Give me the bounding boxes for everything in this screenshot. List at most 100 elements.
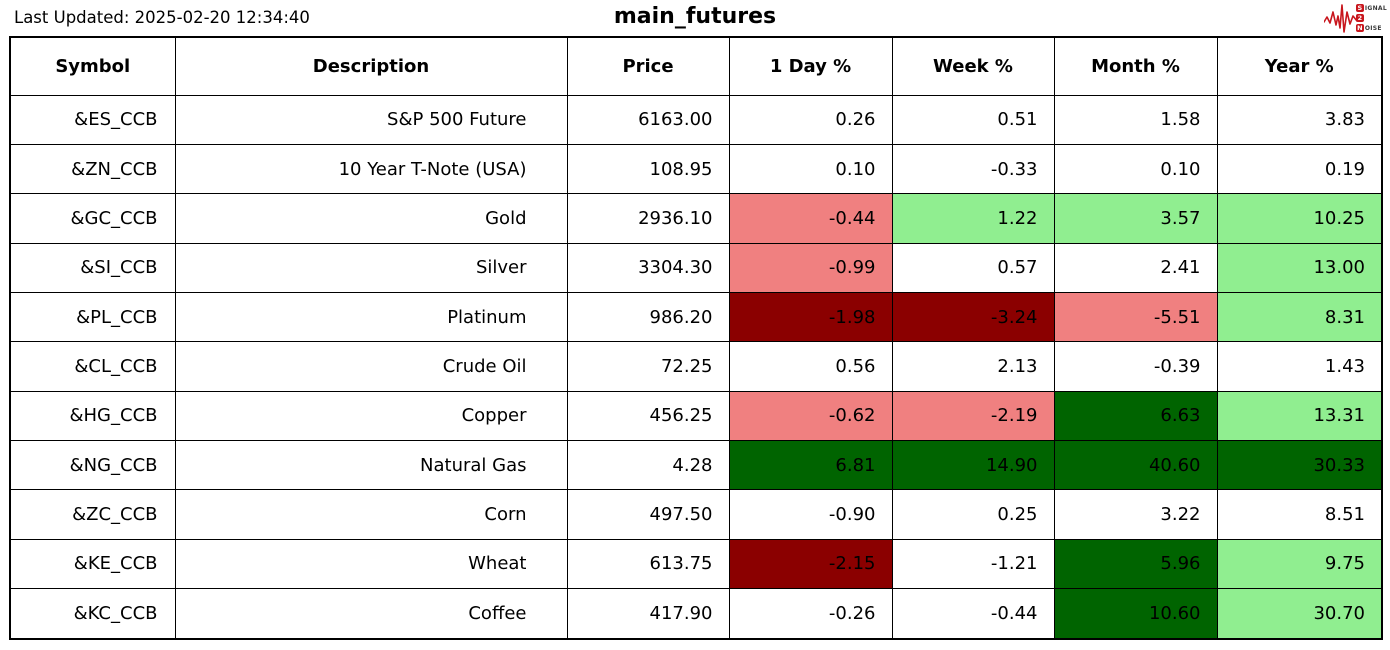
- description-cell: Copper: [174, 390, 568, 441]
- month-change-cell: 2.41: [1053, 242, 1218, 293]
- month-change-cell: 6.63: [1053, 390, 1218, 441]
- symbol-cell: &GC_CCB: [9, 193, 176, 244]
- year-change-cell: 30.70: [1216, 587, 1383, 640]
- description-cell: S&P 500 Future: [174, 94, 568, 145]
- description-cell: Corn: [174, 489, 568, 540]
- week-change-cell: 0.25: [891, 489, 1055, 540]
- week-change-cell: -0.33: [891, 143, 1055, 195]
- month-change-cell: 40.60: [1053, 439, 1218, 491]
- description-cell: 10 Year T-Note (USA): [174, 143, 568, 195]
- logo-rest-ignal: IGNAL: [1364, 4, 1387, 12]
- symbol-cell: &NG_CCB: [9, 439, 176, 491]
- table-row: &ZC_CCB Corn 497.50 -0.90 0.25 3.22 8.51: [9, 489, 1383, 540]
- day-change-cell: 0.56: [728, 341, 893, 392]
- price-cell: 2936.10: [566, 193, 730, 244]
- year-change-cell: 0.19: [1216, 143, 1383, 195]
- day-change-cell: -0.26: [728, 587, 893, 640]
- year-change-cell: 30.33: [1216, 439, 1383, 491]
- day-change-cell: -2.15: [728, 538, 893, 589]
- logo-badge-2: 2: [1355, 14, 1364, 22]
- description-cell: Gold: [174, 193, 568, 244]
- symbol-cell: &HG_CCB: [9, 390, 176, 441]
- month-change-cell: 3.57: [1053, 193, 1218, 244]
- price-cell: 4.28: [566, 439, 730, 491]
- waveform-icon: [1323, 4, 1358, 33]
- table-header: Symbol Description Price 1 Day % Week % …: [9, 36, 1383, 96]
- header-row: Symbol Description Price 1 Day % Week % …: [9, 36, 1383, 96]
- price-cell: 108.95: [566, 143, 730, 195]
- column-header-1day: 1 Day %: [728, 36, 893, 96]
- year-change-cell: 13.00: [1216, 242, 1383, 293]
- day-change-cell: -0.62: [728, 390, 893, 441]
- table-row: &ZN_CCB 10 Year T-Note (USA) 108.95 0.10…: [9, 143, 1383, 195]
- year-change-cell: 13.31: [1216, 390, 1383, 441]
- last-updated-label: Last Updated: 2025-02-20 12:34:40: [14, 8, 310, 27]
- table-row: &PL_CCB Platinum 986.20 -1.98 -3.24 -5.5…: [9, 291, 1383, 343]
- month-change-cell: -5.51: [1053, 291, 1218, 343]
- futures-table: Symbol Description Price 1 Day % Week % …: [9, 36, 1383, 640]
- symbol-cell: &ZC_CCB: [9, 489, 176, 540]
- logo-rest-oise: OISE: [1364, 24, 1382, 32]
- column-header-year: Year %: [1216, 36, 1383, 96]
- week-change-cell: -1.21: [891, 538, 1055, 589]
- logo-line-noise: N OISE: [1355, 24, 1387, 33]
- day-change-cell: -1.98: [728, 291, 893, 343]
- week-change-cell: 0.57: [891, 242, 1055, 293]
- day-change-cell: -0.90: [728, 489, 893, 540]
- symbol-cell: &ES_CCB: [9, 94, 176, 145]
- column-header-price: Price: [566, 36, 730, 96]
- year-change-cell: 10.25: [1216, 193, 1383, 244]
- price-cell: 3304.30: [566, 242, 730, 293]
- month-change-cell: -0.39: [1053, 341, 1218, 392]
- table-row: &NG_CCB Natural Gas 4.28 6.81 14.90 40.6…: [9, 439, 1383, 491]
- price-cell: 613.75: [566, 538, 730, 589]
- symbol-cell: &CL_CCB: [9, 341, 176, 392]
- table-row: &HG_CCB Copper 456.25 -0.62 -2.19 6.63 1…: [9, 390, 1383, 441]
- futures-table-body: &ES_CCB S&P 500 Future 6163.00 0.26 0.51…: [9, 94, 1383, 640]
- week-change-cell: 14.90: [891, 439, 1055, 491]
- symbol-cell: &SI_CCB: [9, 242, 176, 293]
- logo-line-signal: S IGNAL: [1355, 4, 1387, 13]
- month-change-cell: 10.60: [1053, 587, 1218, 640]
- price-cell: 417.90: [566, 587, 730, 640]
- day-change-cell: 0.26: [728, 94, 893, 145]
- month-change-cell: 0.10: [1053, 143, 1218, 195]
- year-change-cell: 1.43: [1216, 341, 1383, 392]
- week-change-cell: 2.13: [891, 341, 1055, 392]
- day-change-cell: 0.10: [728, 143, 893, 195]
- description-cell: Crude Oil: [174, 341, 568, 392]
- description-cell: Platinum: [174, 291, 568, 343]
- table-row: &GC_CCB Gold 2936.10 -0.44 1.22 3.57 10.…: [9, 193, 1383, 244]
- symbol-cell: &ZN_CCB: [9, 143, 176, 195]
- table-row: &ES_CCB S&P 500 Future 6163.00 0.26 0.51…: [9, 94, 1383, 145]
- description-cell: Silver: [174, 242, 568, 293]
- symbol-cell: &KE_CCB: [9, 538, 176, 589]
- logo-badge-s: S: [1355, 4, 1364, 12]
- price-cell: 72.25: [566, 341, 730, 392]
- week-change-cell: 0.51: [891, 94, 1055, 145]
- week-change-cell: 1.22: [891, 193, 1055, 244]
- table-row: &SI_CCB Silver 3304.30 -0.99 0.57 2.41 1…: [9, 242, 1383, 293]
- description-cell: Coffee: [174, 587, 568, 640]
- symbol-cell: &KC_CCB: [9, 587, 176, 640]
- table-row: &KC_CCB Coffee 417.90 -0.26 -0.44 10.60 …: [9, 587, 1383, 640]
- week-change-cell: -2.19: [891, 390, 1055, 441]
- year-change-cell: 3.83: [1216, 94, 1383, 145]
- year-change-cell: 8.31: [1216, 291, 1383, 343]
- logo-text: S IGNAL 2 N OISE: [1355, 4, 1387, 33]
- day-change-cell: -0.44: [728, 193, 893, 244]
- symbol-cell: &PL_CCB: [9, 291, 176, 343]
- page-title: main_futures: [613, 4, 777, 29]
- column-header-description: Description: [174, 36, 568, 96]
- column-header-month: Month %: [1053, 36, 1218, 96]
- description-cell: Natural Gas: [174, 439, 568, 491]
- logo-line-2: 2: [1355, 14, 1387, 23]
- day-change-cell: 6.81: [728, 439, 893, 491]
- price-cell: 6163.00: [566, 94, 730, 145]
- month-change-cell: 5.96: [1053, 538, 1218, 589]
- year-change-cell: 9.75: [1216, 538, 1383, 589]
- year-change-cell: 8.51: [1216, 489, 1383, 540]
- price-cell: 986.20: [566, 291, 730, 343]
- table-row: &KE_CCB Wheat 613.75 -2.15 -1.21 5.96 9.…: [9, 538, 1383, 589]
- day-change-cell: -0.99: [728, 242, 893, 293]
